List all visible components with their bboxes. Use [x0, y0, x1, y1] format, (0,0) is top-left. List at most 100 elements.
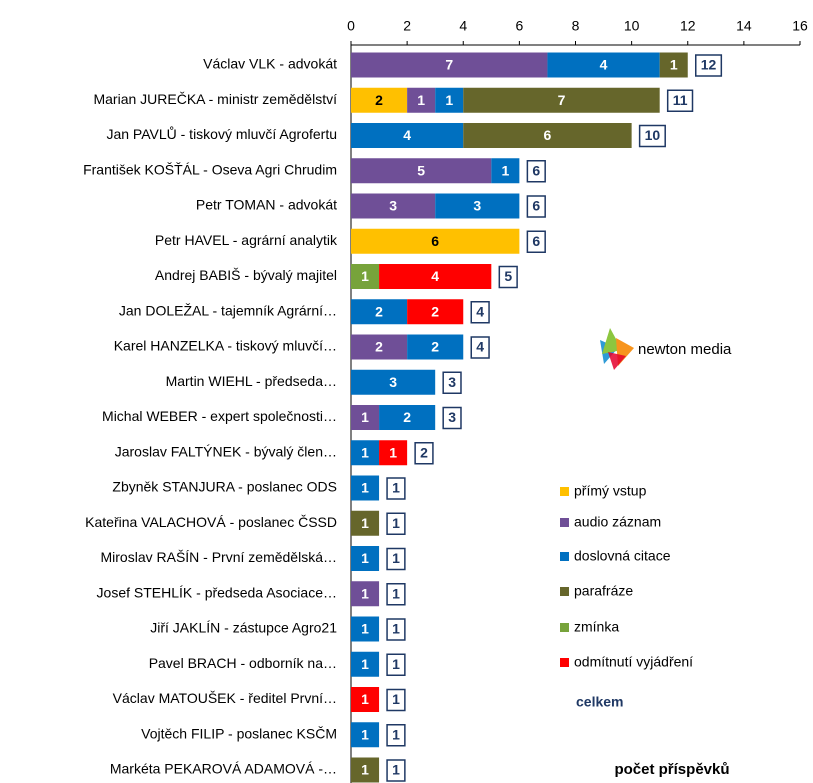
total-box: [386, 688, 406, 712]
segment-label: 3: [389, 198, 397, 214]
total-label: 1: [392, 480, 400, 496]
total-box: [386, 512, 406, 535]
x-tick-label: 12: [680, 18, 696, 34]
segment-label: 1: [389, 444, 397, 460]
total-label: 6: [532, 233, 540, 249]
bar-segment: [351, 228, 520, 254]
segment-label: 1: [417, 92, 425, 108]
total-box: [386, 547, 406, 571]
bar-segment: [351, 510, 380, 536]
segment-label: 4: [600, 57, 608, 73]
x-tick-label: 4: [459, 18, 467, 34]
segment-label: 1: [361, 480, 369, 496]
bar-segment: [379, 405, 436, 430]
legend-swatch: [560, 552, 569, 561]
category-label: Zbyněk STANJURA - poslanec ODS: [112, 479, 337, 495]
total-box: [526, 195, 546, 218]
category-label: Petr TOMAN - advokát: [196, 197, 337, 213]
total-label: 3: [448, 374, 456, 390]
total-box: [442, 406, 462, 430]
segment-label: 1: [361, 656, 369, 672]
total-label: 1: [392, 585, 400, 601]
total-box: [386, 759, 406, 782]
bar-segment: [351, 193, 436, 219]
total-box: [526, 160, 546, 183]
category-label: Marian JUREČKA - ministr zemědělství: [93, 91, 337, 107]
category-label: Petr HAVEL - agrární analytik: [155, 232, 338, 248]
category-label: Vojtěch FILIP - poslanec KSČM: [141, 725, 337, 741]
segment-label: 2: [375, 92, 383, 108]
bar-segment: [351, 369, 436, 395]
bar-segment: [407, 334, 464, 360]
segment-label: 7: [558, 92, 566, 108]
logo-text: newton media: [638, 341, 732, 358]
bar-segment: [435, 193, 520, 219]
total-box: [470, 301, 490, 324]
category-label: Martin WIEHL - předseda…: [166, 373, 337, 389]
legend-label: odmítnutí vyjádření: [574, 654, 693, 670]
category-label: František KOŠŤÁL - Oseva Agri Chrudim: [83, 161, 337, 177]
legend-label: celkem: [576, 694, 623, 710]
total-box: [498, 265, 518, 289]
logo-shape: [608, 352, 626, 370]
category-label: Václav MATOUŠEK - ředitel První…: [113, 690, 337, 706]
segment-label: 1: [361, 691, 369, 707]
x-tick-label: 10: [624, 18, 640, 34]
bar-segment: [351, 581, 380, 607]
total-box: [386, 724, 406, 747]
segment-label: 1: [361, 444, 369, 460]
bar-segment: [435, 87, 464, 113]
bar-segment: [379, 264, 492, 289]
x-tick-label: 8: [572, 18, 580, 34]
segment-label: 5: [417, 162, 425, 178]
bar-segment: [463, 87, 660, 113]
logo: newton media: [600, 328, 732, 370]
total-label: 1: [392, 762, 400, 778]
total-box: [526, 230, 546, 253]
bar-segment: [351, 651, 380, 677]
total-box: [470, 336, 490, 359]
category-label: Josef STEHLÍK - předseda Asociace…: [97, 584, 337, 600]
total-box: [695, 54, 723, 77]
total-label: 1: [392, 691, 400, 707]
bar-segment: [491, 158, 520, 184]
legend-label: zmínka: [574, 619, 619, 635]
bar-segment: [351, 299, 408, 325]
total-label: 2: [420, 444, 428, 460]
legend-swatch: [560, 487, 569, 496]
total-label: 12: [701, 57, 717, 73]
segment-label: 2: [375, 339, 383, 355]
segment-label: 4: [403, 127, 411, 143]
segment-label: 1: [361, 726, 369, 742]
category-label: Miroslav RAŠÍN - První zemědělská…: [100, 549, 337, 565]
legend-label: doslovná citace: [574, 548, 671, 564]
total-label: 5: [504, 268, 512, 284]
total-label: 1: [392, 550, 400, 566]
bar-segment: [463, 123, 632, 148]
total-box: [386, 618, 406, 641]
bar-segment: [379, 440, 408, 466]
legend-label: přímý vstup: [574, 483, 647, 499]
category-label: Markéta PEKAROVÁ ADAMOVÁ -…: [110, 761, 337, 777]
segment-label: 6: [431, 233, 439, 249]
category-label: Václav VLK - advokát: [203, 56, 337, 72]
x-tick-label: 16: [792, 18, 808, 34]
bar-segment: [351, 334, 408, 360]
total-box: [386, 653, 406, 676]
segment-label: 1: [361, 268, 369, 284]
segment-label: 2: [375, 303, 383, 319]
bar-segment: [351, 616, 380, 642]
bar-segment: [351, 87, 408, 113]
total-box: [414, 442, 434, 465]
total-label: 1: [392, 726, 400, 742]
legend-label: parafráze: [574, 583, 633, 599]
total-label: 1: [392, 515, 400, 531]
category-label: Andrej BABIŠ - bývalý majitel: [155, 267, 337, 283]
bar-segment: [351, 405, 380, 430]
bar-segment: [351, 757, 380, 783]
bar-segment: [659, 52, 688, 78]
category-label: Jan DOLEŽAL - tajemník Agrární…: [119, 302, 337, 318]
legend-label: audio záznam: [574, 514, 661, 530]
category-label: Karel HANZELKA - tiskový mluvčí…: [114, 338, 337, 354]
bar-segment: [547, 52, 660, 78]
